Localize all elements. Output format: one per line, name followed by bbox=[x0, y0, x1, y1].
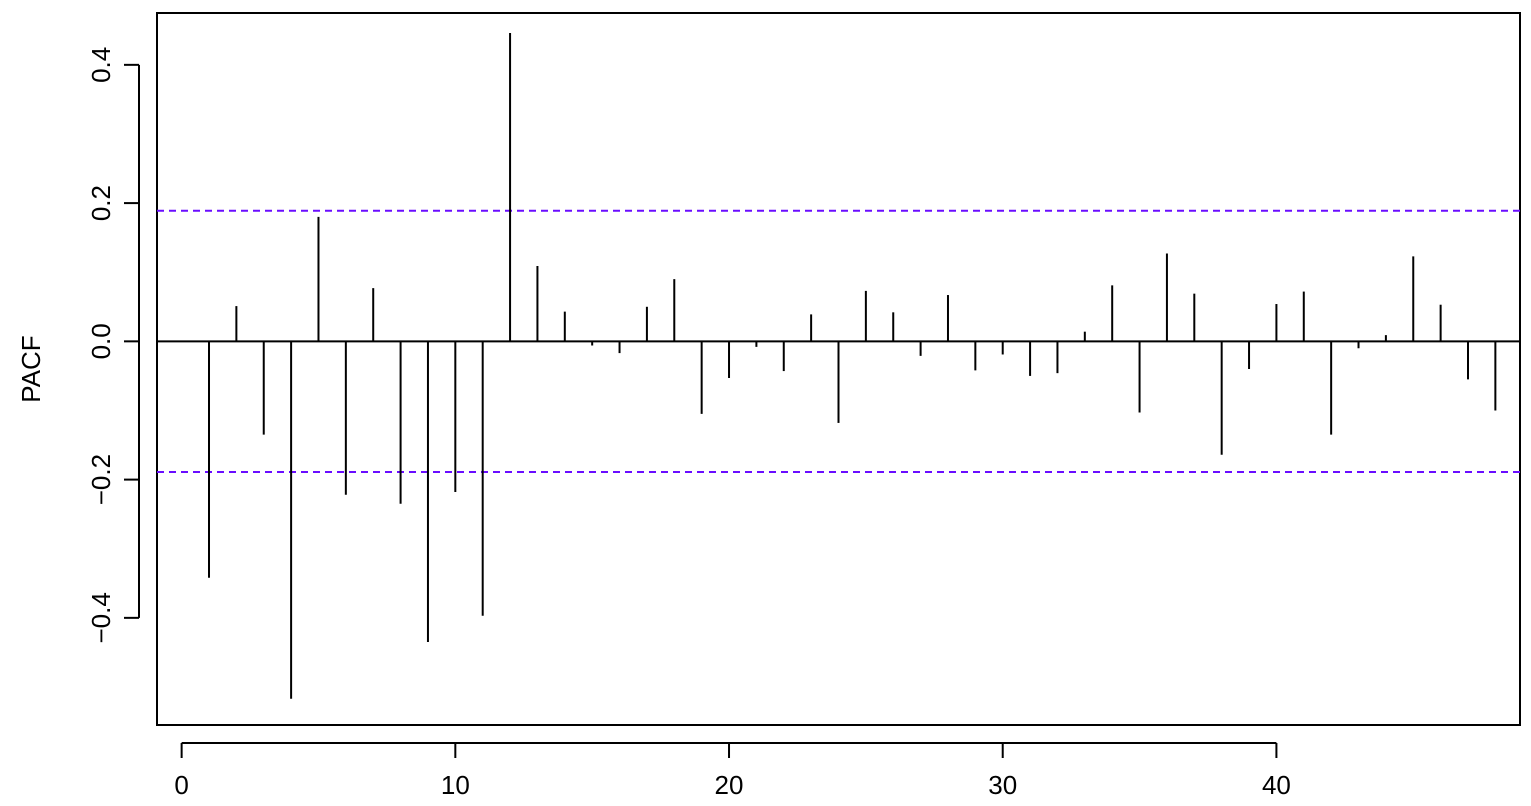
x-tick-label: 20 bbox=[715, 770, 744, 800]
x-axis: 0 10 20 30 40 bbox=[174, 742, 1291, 800]
y-axis: −0.4 −0.2 0.0 0.2 0.4 bbox=[86, 47, 140, 644]
x-tick-label: 0 bbox=[174, 770, 188, 800]
y-tick-label: 0.0 bbox=[86, 323, 116, 359]
plot-frame bbox=[156, 12, 1521, 726]
x-tick-label: 40 bbox=[1262, 770, 1291, 800]
y-tick-label: −0.4 bbox=[86, 592, 116, 643]
y-tick-label: −0.2 bbox=[86, 454, 116, 505]
x-tick-label: 10 bbox=[441, 770, 470, 800]
x-tick-label: 30 bbox=[988, 770, 1017, 800]
y-tick-label: 0.4 bbox=[86, 47, 116, 83]
y-tick-label: 0.2 bbox=[86, 185, 116, 221]
plot-marks bbox=[157, 33, 1520, 699]
y-axis-title: PACF bbox=[16, 335, 46, 402]
